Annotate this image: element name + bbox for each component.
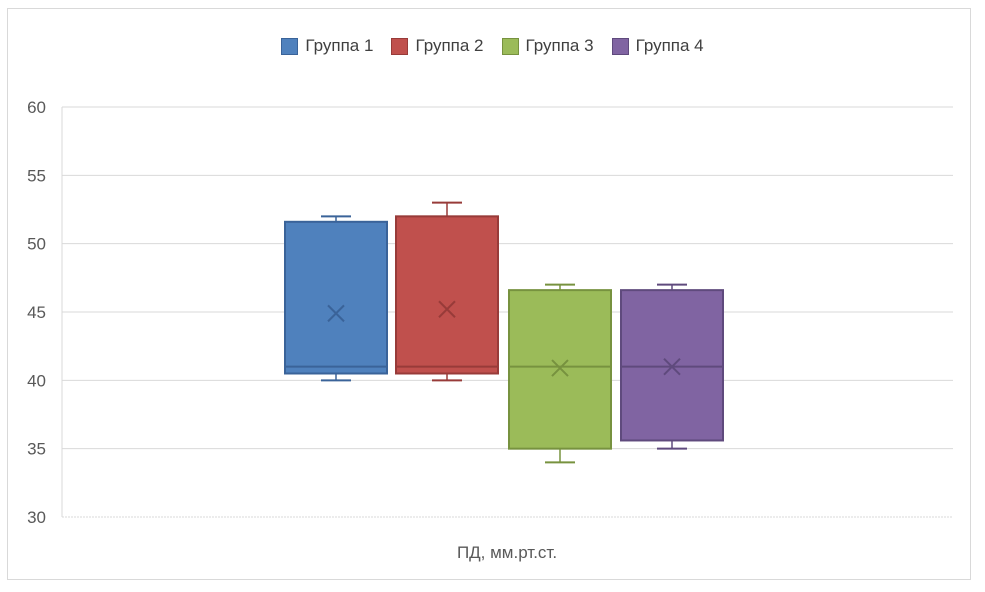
- y-tick-label: 45: [27, 303, 46, 322]
- legend-swatch: [281, 37, 299, 55]
- x-axis-label: ПД, мм.рт.ст.: [457, 543, 557, 562]
- legend-swatch: [501, 37, 519, 55]
- y-tick-label: 50: [27, 235, 46, 254]
- legend-item: Группа 4: [611, 36, 704, 56]
- legend: Группа 1 Группа 2 Группа 3 Группа 4: [0, 36, 985, 56]
- mean-marker: [438, 300, 456, 318]
- chart-area: [7, 8, 971, 580]
- legend-swatch: [391, 37, 409, 55]
- legend-label: Группа 3: [525, 36, 594, 55]
- legend-item: Группа 2: [391, 36, 484, 56]
- box: [395, 215, 499, 375]
- legend-label: Группа 2: [415, 36, 484, 55]
- y-tick-label: 35: [27, 440, 46, 459]
- mean-marker: [551, 359, 569, 377]
- y-tick-label: 60: [27, 98, 46, 117]
- mean-marker: [663, 357, 681, 376]
- y-tick-label: 30: [27, 508, 46, 527]
- y-tick-label: 40: [27, 371, 46, 390]
- y-tick-label: 55: [27, 166, 46, 185]
- legend-swatch: [611, 37, 629, 55]
- legend-label: Группа 4: [635, 36, 704, 55]
- legend-label: Группа 1: [305, 36, 374, 55]
- mean-marker: [327, 304, 345, 323]
- box: [284, 220, 388, 375]
- legend-item: Группа 3: [501, 36, 594, 56]
- legend-item: Группа 1: [281, 36, 373, 56]
